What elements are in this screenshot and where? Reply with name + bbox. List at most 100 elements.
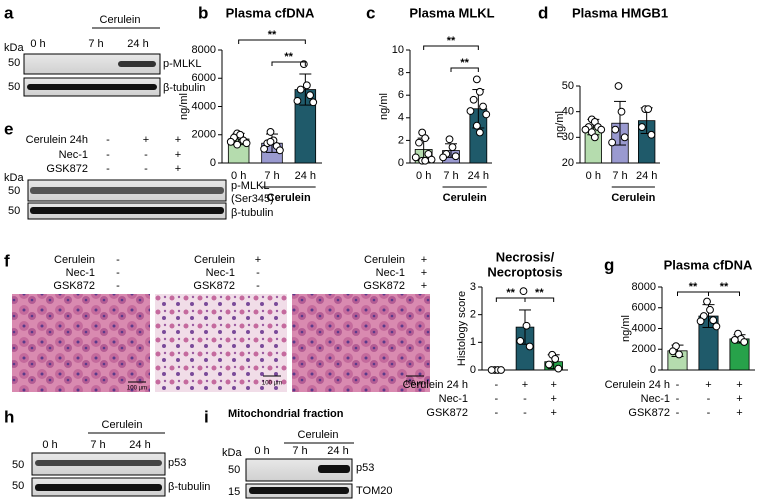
data-point [554, 364, 563, 373]
blot-e: Cerulein 24h - + + Nec-1 - - + GSK872 - … [4, 134, 274, 220]
band-label: (Ser345) [231, 193, 274, 205]
marker: 50 [12, 480, 24, 492]
histology-image [292, 294, 430, 392]
data-point [421, 156, 430, 165]
data-point [424, 150, 433, 158]
data-point [475, 87, 484, 96]
x-tick-label: 0 h [231, 170, 246, 182]
y-axis-label: Histology score [456, 291, 468, 366]
condition-sign: + [421, 267, 427, 279]
row-label: Cerulein 24h [26, 134, 88, 146]
sign: - [106, 163, 110, 175]
data-point [644, 105, 653, 113]
data-point [675, 350, 683, 359]
condition-sign: - [256, 267, 260, 279]
band [30, 187, 224, 194]
data-point [519, 287, 528, 296]
y-tick-label: 6 [398, 89, 404, 101]
data-point [448, 143, 457, 152]
y-tick-label: 2 [470, 309, 476, 321]
data-point [415, 138, 423, 147]
x-tick-label: 0 h [586, 170, 601, 182]
data-point [614, 82, 623, 90]
condition-sign: + [522, 379, 528, 391]
data-point [525, 342, 534, 351]
band-label: p-MLKL [231, 180, 270, 192]
condition-sign: - [116, 280, 120, 292]
condition-sign: + [255, 254, 261, 266]
condition-sign: - [116, 254, 120, 266]
condition-sign: - [676, 393, 680, 405]
band [35, 484, 162, 491]
lane: 7 h [90, 439, 105, 451]
y-tick-label: 8 [398, 67, 404, 79]
marker: 50 [228, 464, 240, 476]
y-tick-label: 0 [210, 157, 216, 169]
condition-sign: + [705, 379, 711, 391]
data-point [309, 98, 318, 107]
condition-label: Nec-1 [376, 267, 405, 279]
y-tick-label: 10 [392, 44, 404, 56]
significance-label: ** [447, 35, 456, 47]
y-tick-label: 4000 [192, 100, 216, 112]
data-point [522, 321, 531, 330]
group-label: Cerulein [102, 419, 143, 431]
data-point [497, 366, 505, 374]
condition-label: Cerulein 24 h [403, 379, 468, 391]
condition-label: GSK872 [363, 280, 405, 292]
condition-sign: - [256, 280, 260, 292]
band-label: p-MLKL [163, 58, 202, 70]
blot-strip [245, 458, 353, 482]
x-tick-label: 0 h [416, 170, 431, 182]
condition-sign: + [421, 280, 427, 292]
y-tick-label: 6000 [192, 72, 216, 84]
panel-letter: i [204, 407, 209, 426]
data-point [296, 85, 305, 94]
significance-bracket [450, 67, 479, 72]
significance-label: ** [720, 281, 729, 293]
y-axis-label: ng/ml [378, 93, 390, 120]
x-tick-label: 7 h [443, 170, 458, 182]
sign: - [144, 149, 148, 161]
data-point [266, 137, 275, 146]
significance-label: ** [535, 287, 544, 299]
y-tick-label: 0 [470, 364, 476, 376]
y-tick-label: 40 [562, 106, 574, 118]
data-point [608, 138, 616, 147]
histology-f: 100 µm 100 µm 100 µm [12, 294, 430, 392]
band [27, 84, 157, 90]
band-label: TOM20 [356, 485, 392, 497]
significance-bracket [524, 297, 555, 302]
condition-label: Cerulein 24 h [605, 379, 670, 391]
data-point [740, 338, 749, 346]
significance-bracket [271, 61, 306, 66]
y-tick-label: 0 [650, 364, 656, 376]
y-tick-label: 2000 [632, 343, 656, 355]
group-label: Cerulein [443, 192, 487, 204]
data-point [479, 102, 487, 111]
sign: - [106, 149, 110, 161]
condition-label: Nec-1 [439, 393, 468, 405]
group-label: Cerulein [611, 192, 655, 204]
row-label: Nec-1 [59, 149, 88, 161]
data-point [233, 140, 242, 149]
marker: 15 [228, 486, 240, 498]
data-point [647, 130, 656, 139]
data-point [482, 110, 491, 119]
significance-bracket [423, 45, 479, 50]
chart-title: Plasma cfDNA [664, 257, 753, 272]
marker: 50 [8, 185, 20, 197]
lane: 0 h [254, 445, 269, 457]
band [30, 207, 224, 214]
data-point [260, 144, 269, 153]
band [35, 460, 162, 466]
chart-title: Plasma cfDNA [226, 5, 315, 20]
kda: kDa [222, 447, 242, 459]
data-point [597, 125, 606, 134]
band-label: p53 [168, 457, 186, 469]
marker: 50 [12, 459, 24, 471]
condition-label: Nec-1 [206, 267, 235, 279]
data-point [590, 133, 599, 142]
condition-sign: - [116, 267, 120, 279]
data-point [226, 137, 235, 146]
